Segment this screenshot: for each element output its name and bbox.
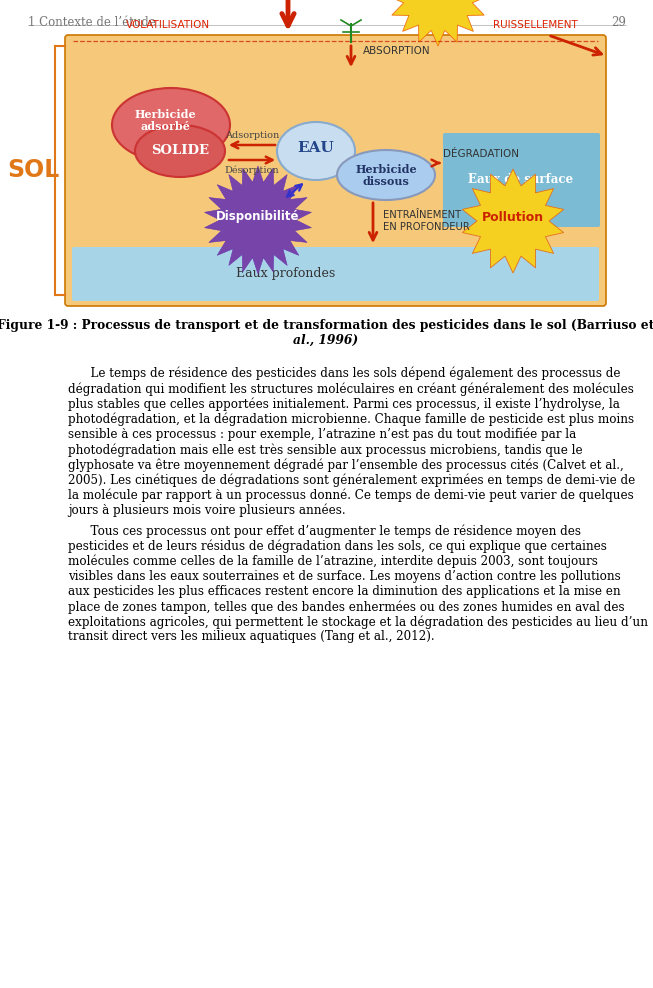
Text: SOLIDE: SOLIDE (151, 144, 209, 157)
Text: EAU: EAU (298, 141, 334, 155)
Text: Pollution: Pollution (482, 211, 544, 224)
Text: visibles dans les eaux souterraines et de surface. Les moyens d’action contre le: visibles dans les eaux souterraines et d… (68, 570, 621, 583)
Text: Figure 1-9 : Processus de transport et de transformation des pesticides dans le : Figure 1-9 : Processus de transport et d… (0, 319, 653, 332)
Ellipse shape (112, 88, 230, 162)
Text: aux pesticides les plus efficaces restent encore la diminution des applications : aux pesticides les plus efficaces resten… (68, 585, 620, 598)
Text: plus stables que celles apportées initialement. Parmi ces processus, il existe l: plus stables que celles apportées initia… (68, 397, 620, 411)
Text: 1 Contexte de l’étude: 1 Contexte de l’étude (28, 16, 156, 29)
Text: al., 1996): al., 1996) (293, 334, 358, 347)
Text: Eaux profondes: Eaux profondes (236, 268, 335, 281)
Text: jours à plusieurs mois voire plusieurs années.: jours à plusieurs mois voire plusieurs a… (68, 504, 345, 518)
Text: photodégradation mais elle est très sensible aux processus microbiens, tandis qu: photodégradation mais elle est très sens… (68, 443, 582, 456)
FancyBboxPatch shape (443, 133, 600, 227)
Text: ENTRAÎNEMENT
EN PROFONDEUR: ENTRAÎNEMENT EN PROFONDEUR (383, 210, 470, 232)
Text: Désorption: Désorption (225, 166, 279, 176)
FancyBboxPatch shape (65, 35, 606, 306)
Ellipse shape (337, 150, 435, 200)
Text: Tous ces processus ont pour effet d’augmenter le temps de résidence moyen des: Tous ces processus ont pour effet d’augm… (68, 524, 581, 537)
FancyBboxPatch shape (72, 247, 599, 301)
Text: Herbicide: Herbicide (134, 110, 196, 121)
Text: 29: 29 (611, 16, 626, 29)
Ellipse shape (277, 122, 355, 180)
Text: la molécule par rapport à un processus donné. Ce temps de demi-vie peut varier d: la molécule par rapport à un processus d… (68, 489, 634, 502)
Text: adsorbé: adsorbé (140, 122, 190, 132)
Text: place de zones tampon, telles que des bandes enhermées ou des zones humides en a: place de zones tampon, telles que des ba… (68, 600, 625, 614)
Ellipse shape (135, 125, 225, 177)
Text: glyphosate va être moyennement dégradé par l’ensemble des processus cités (Calve: glyphosate va être moyennement dégradé p… (68, 458, 624, 471)
Text: photodégradation, et la dégradation microbienne. Chaque famille de pesticide est: photodégradation, et la dégradation micr… (68, 413, 634, 426)
Text: SOL: SOL (7, 158, 59, 183)
Text: Eaux de surface: Eaux de surface (468, 174, 573, 187)
Text: ABSORPTION: ABSORPTION (363, 46, 430, 56)
Polygon shape (462, 169, 564, 273)
Text: molécules comme celles de la famille de l’atrazine, interdite depuis 2003, sont : molécules comme celles de la famille de … (68, 554, 598, 568)
Text: dégradation qui modifient les structures moléculaires en créant généralement des: dégradation qui modifient les structures… (68, 382, 634, 396)
Text: dissous: dissous (362, 177, 409, 188)
Text: Adsorption: Adsorption (225, 131, 279, 140)
Text: DÉGRADATION: DÉGRADATION (443, 149, 519, 159)
Text: RUISSELLEMENT: RUISSELLEMENT (493, 20, 578, 30)
Text: Disponibilité: Disponibilité (216, 210, 300, 223)
Text: Herbicide: Herbicide (355, 164, 417, 176)
Text: sensible à ces processus : pour exemple, l’atrazine n’est pas du tout modifiée p: sensible à ces processus : pour exemple,… (68, 428, 576, 442)
Text: VOLATILISATION: VOLATILISATION (126, 20, 210, 30)
Text: pesticides et de leurs résidus de dégradation dans les sols, ce qui explique que: pesticides et de leurs résidus de dégrad… (68, 539, 607, 552)
Text: exploitations agricoles, qui permettent le stockage et la dégradation des pestic: exploitations agricoles, qui permettent … (68, 616, 648, 628)
Text: Le temps de résidence des pesticides dans les sols dépend également des processu: Le temps de résidence des pesticides dan… (68, 367, 620, 380)
Text: 2005). Les cinétiques de dégradations sont généralement exprimées en temps de de: 2005). Les cinétiques de dégradations so… (68, 473, 635, 487)
Text: transit direct vers les milieux aquatiques (Tang et al., 2012).: transit direct vers les milieux aquatiqu… (68, 630, 435, 643)
Polygon shape (388, 0, 488, 46)
Polygon shape (204, 166, 311, 274)
